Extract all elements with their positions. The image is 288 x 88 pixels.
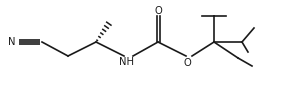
Text: O: O [154,6,162,16]
Text: N: N [8,37,16,47]
Text: O: O [183,58,191,68]
Text: NH: NH [118,57,134,67]
